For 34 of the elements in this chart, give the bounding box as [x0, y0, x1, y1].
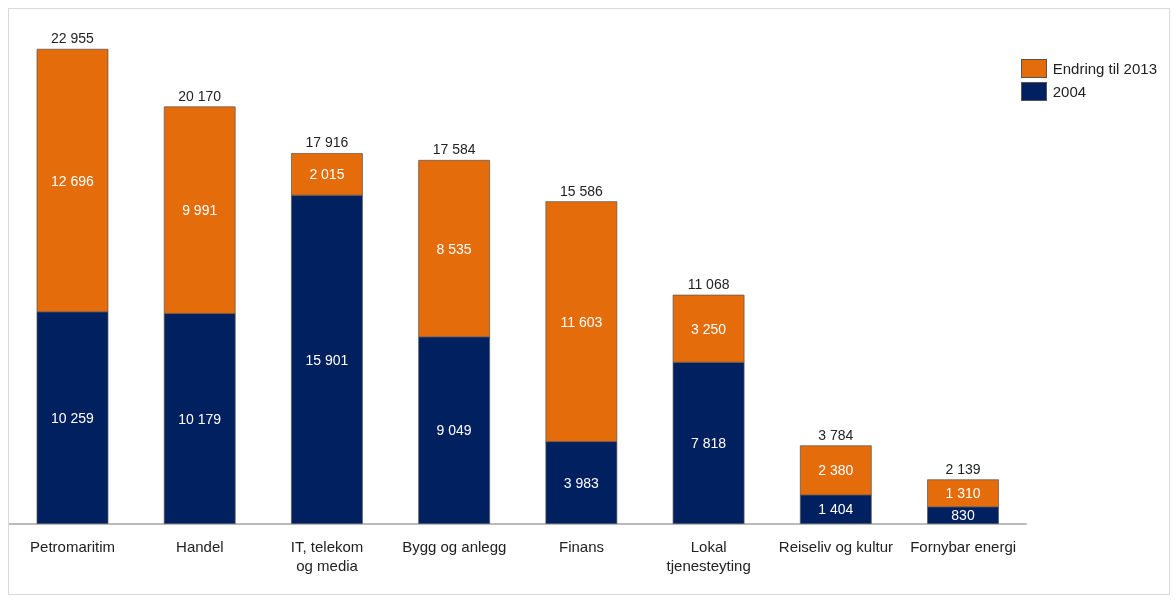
data-label: 1 310 [945, 485, 981, 502]
data-label: 3 250 [691, 320, 727, 337]
data-label: 3 983 [563, 474, 600, 491]
x-tick-label: IT, telekom og media [290, 538, 364, 574]
data-label: 9 991 [182, 202, 218, 219]
data-label: 1 404 [818, 501, 854, 518]
data-label: 830 [951, 507, 975, 524]
data-label: 2 380 [818, 462, 854, 479]
data-label: 7 818 [691, 435, 727, 452]
x-tick-label: Fornybar energi [910, 538, 1017, 555]
data-label: 10 179 [178, 410, 222, 427]
x-tick-label: Finans [558, 538, 604, 555]
x-tick-label: Bygg og anlegg [402, 538, 507, 555]
x-tick-label: Petromaritim [30, 538, 116, 555]
total-label: 20 170 [178, 87, 222, 104]
total-label: 3 784 [818, 426, 854, 443]
data-label: 12 696 [51, 172, 95, 189]
data-label: 11 603 [560, 313, 603, 330]
x-tick-label: Lokal tjenesteyting [666, 538, 751, 574]
data-label: 10 259 [51, 409, 95, 426]
legend-label: Endring til 2013 [1052, 60, 1157, 77]
legend-label: 2004 [1052, 83, 1087, 100]
total-label: 15 586 [559, 182, 603, 199]
total-label: 22 955 [51, 30, 95, 47]
total-label: 2 139 [945, 460, 981, 477]
data-label: 2 015 [309, 166, 345, 183]
data-label: 15 901 [305, 351, 349, 368]
total-label: 11 068 [687, 276, 730, 293]
data-label: 8 535 [436, 240, 472, 257]
total-label: 17 584 [432, 141, 476, 158]
data-label: 9 049 [436, 422, 472, 439]
total-label: 17 916 [305, 134, 349, 151]
x-tick-label: Handel [176, 538, 224, 555]
x-tick-label: Reiseliv og kultur [778, 538, 894, 555]
